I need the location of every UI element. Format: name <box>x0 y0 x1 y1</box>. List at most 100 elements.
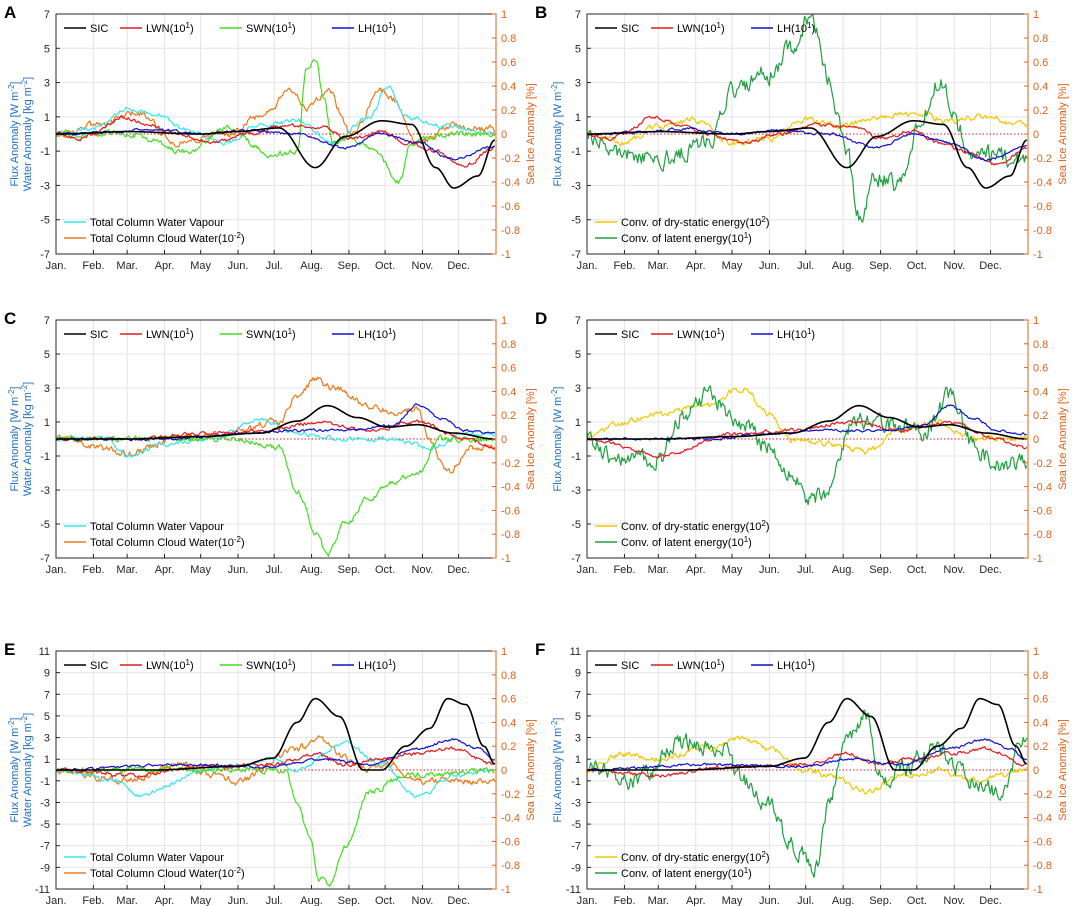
series-sic <box>587 120 1028 189</box>
legend-close: ) <box>392 660 396 672</box>
legend-sup: 1 <box>807 327 812 336</box>
legend-text: SIC <box>90 660 108 672</box>
flux-label-exp: -2 <box>550 84 559 92</box>
month-label: Aug. <box>832 260 855 272</box>
left-tick-label: -7 <box>40 249 50 261</box>
sea-ice-axis-label: Sea Ice Anomaly [%] <box>525 388 537 490</box>
month-label: Nov. <box>412 895 434 906</box>
month-label: Aug. <box>832 895 855 906</box>
left-tick-label: -1 <box>571 146 581 158</box>
right-tick-label: 0.8 <box>1033 339 1048 351</box>
legend-close: ) <box>721 660 725 672</box>
left-tick-label: -7 <box>571 841 581 853</box>
legend-text: SWN(10 <box>246 329 288 341</box>
month-label: Oct. <box>907 895 927 906</box>
panel-a: A 7 5 3 1 -1 -3 -5 -7 1 0.8 0.6 0.4 0.2 0 -0.2 -0.4 -0.6 -… <box>4 3 537 272</box>
series-lwn <box>587 115 1028 166</box>
legend-sup: 1 <box>288 658 293 667</box>
panel-d: D 7 5 3 1 -1 -3 -5 -7 1 0.8 0.6 0.4 0.2 0 -0.2 -0.4 -0.6 -… <box>535 309 1069 576</box>
legend-close: ) <box>721 23 725 35</box>
left-tick-label: 7 <box>575 689 581 701</box>
legend-text: LWN(10 <box>677 329 717 341</box>
legend-label-lh: LH(101) <box>777 21 815 36</box>
legend-close: ) <box>748 868 752 880</box>
legend-sup: 1 <box>744 866 749 875</box>
left-tick-label: 5 <box>44 711 50 723</box>
month-label: Apr. <box>155 564 175 576</box>
right-tick-label: -0.6 <box>1033 505 1052 517</box>
month-label: Jan. <box>46 260 67 272</box>
series-group <box>587 14 1028 223</box>
legend-label-sic: SIC <box>90 660 108 672</box>
legend-sup: 1 <box>744 535 749 544</box>
series-lwn <box>56 115 495 168</box>
legend-label-le: Conv. of latent energy(101) <box>621 866 752 881</box>
left-tick-label: 9 <box>575 668 581 680</box>
legend-text: LWN(10 <box>146 329 186 341</box>
legend-sup: 1 <box>717 658 722 667</box>
flux-label-exp: -2 <box>550 389 559 397</box>
right-tick-label: -0.2 <box>1033 789 1052 801</box>
legend-close: ) <box>241 868 245 880</box>
right-tick-label: -0.2 <box>501 153 520 165</box>
flux-label-exp: -2 <box>7 720 16 728</box>
legend-sup: 1 <box>807 658 812 667</box>
panel-letter: A <box>4 3 16 22</box>
water-label-exp: -2 <box>20 79 29 87</box>
left-tick-label: 5 <box>44 43 50 55</box>
legend-close: ) <box>190 329 194 341</box>
legend-sup: 2 <box>761 215 766 224</box>
right-tick-label: -0.4 <box>501 482 520 494</box>
left-tick-label: -7 <box>40 553 50 565</box>
flux-label-close: ] <box>552 387 564 390</box>
right-tick-label: -0.6 <box>1033 836 1052 848</box>
legend-text: SIC <box>90 329 108 341</box>
legend-text: Conv. of dry-static energy(10 <box>621 852 761 864</box>
month-label: Mar. <box>116 564 137 576</box>
legend-sup: 1 <box>744 231 749 240</box>
legend-top: SIC LWN(101) LH(101) <box>595 21 815 36</box>
legend-label-dse: Conv. of dry-static energy(102) <box>621 519 770 534</box>
right-tick-label: -0.6 <box>501 505 520 517</box>
water-label-close: ] <box>22 382 34 385</box>
panel-f: F 1197531-1-3-5-7-9-1110.80.60.40.20-0.2-… <box>535 640 1069 906</box>
legend-top: SIC LWN(101) LH(101) <box>595 658 815 673</box>
legend-label-tccw: Total Column Cloud Water(10-2) <box>90 231 245 246</box>
left-tick-label: -7 <box>40 841 50 853</box>
month-label: Jan. <box>577 895 598 906</box>
left-tick-label: 1 <box>575 417 581 429</box>
panel-e: E 1197531-1-3-5-7-9-1110.80.60.40.20-0.2-… <box>4 640 537 906</box>
legend-bottom: Total Column Water Vapour Total Column Cl… <box>64 852 245 880</box>
series-group <box>587 385 1028 506</box>
panel-letter: B <box>535 3 547 22</box>
legend-label-le: Conv. of latent energy(101) <box>621 231 752 246</box>
legend-label-sic: SIC <box>90 329 108 341</box>
left-tick-label: 3 <box>44 383 50 395</box>
legend-text: LH(10 <box>777 23 807 35</box>
right-tick-label: -0.2 <box>1033 153 1052 165</box>
right-tick-label: 0.8 <box>501 670 516 682</box>
right-tick-label: -1 <box>501 249 511 261</box>
right-tick-label: 1 <box>1033 646 1039 658</box>
left-tick-label: -1 <box>40 451 50 463</box>
legend-label-tcwv: Total Column Water Vapour <box>90 521 224 533</box>
right-tick-label: -0.8 <box>1033 225 1052 237</box>
legend-close: ) <box>190 660 194 672</box>
legend-label-swn: SWN(101) <box>246 21 296 36</box>
left-tick-label: 7 <box>575 315 581 327</box>
month-label: Feb. <box>82 564 104 576</box>
month-label: Oct. <box>375 895 395 906</box>
left-tick-label: 5 <box>44 349 50 361</box>
series-lh <box>587 738 1027 772</box>
series-group <box>56 697 496 887</box>
month-label: Sep. <box>869 260 892 272</box>
right-tick-label: 0 <box>501 129 507 141</box>
legend-close: ) <box>241 233 245 245</box>
right-tick-label: 1 <box>501 9 507 21</box>
legend-sup: 1 <box>186 21 191 30</box>
left-tick-label: 5 <box>575 43 581 55</box>
series-group <box>587 697 1028 879</box>
legend-label-lwn: LWN(101) <box>677 21 725 36</box>
legend-label-lh: LH(101) <box>777 658 815 673</box>
month-label: Oct. <box>375 564 395 576</box>
